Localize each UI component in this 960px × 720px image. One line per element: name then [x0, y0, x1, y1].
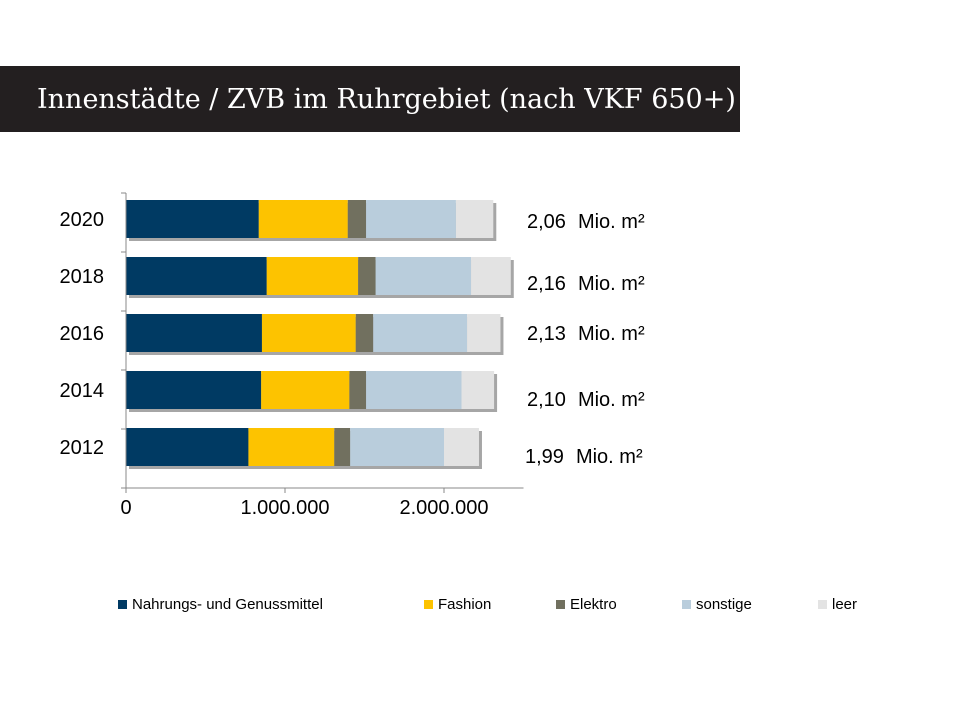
- chart-legend: Nahrungs- und Genussmittel Fashion Elektro…: [0, 596, 960, 616]
- legend-label: Elektro: [570, 596, 617, 613]
- total-area-annotation: 2,13 Mio. m²: [527, 323, 645, 345]
- annotation-value: 2,16: [527, 273, 566, 295]
- bar-segment-nahrungs--2018: [126, 257, 267, 295]
- bar-segment-elektro-2014: [349, 371, 367, 409]
- annotation-value: 2,10: [527, 389, 566, 411]
- bar-segment-elektro-2020: [347, 200, 367, 238]
- bar-segment-nahrungs--2012: [126, 428, 249, 466]
- bar-segment-fashion-2012: [248, 428, 335, 466]
- annotation-unit: Mio. m²: [578, 211, 645, 233]
- legend-item: sonstige: [682, 596, 752, 613]
- bar-segment-leer-2020: [455, 200, 494, 238]
- legend-item: leer: [818, 596, 857, 613]
- x-tick-label: 0: [120, 497, 131, 519]
- y-tick-label: 2020: [60, 209, 105, 231]
- y-tick-label: 2018: [60, 266, 105, 288]
- legend-swatch: [682, 600, 691, 609]
- bar-segment-nahrungs--2020: [126, 200, 259, 238]
- bar-segment-nahrungs--2014: [126, 371, 262, 409]
- legend-swatch: [118, 600, 127, 609]
- y-tick-label: 2012: [60, 437, 105, 459]
- legend-item: Nahrungs- und Genussmittel: [118, 596, 323, 613]
- annotation-unit: Mio. m²: [578, 389, 645, 411]
- bar-segment-nahrungs--2016: [126, 314, 262, 352]
- annotation-unit: Mio. m²: [578, 273, 645, 295]
- total-area-annotation: 2,16 Mio. m²: [527, 273, 645, 295]
- bar-segment-leer-2012: [444, 428, 479, 466]
- annotation-value: 1,99: [525, 446, 564, 468]
- legend-swatch: [818, 600, 827, 609]
- legend-label: Nahrungs- und Genussmittel: [132, 596, 323, 613]
- legend-label: leer: [832, 596, 858, 613]
- annotation-unit: Mio. m²: [578, 323, 645, 345]
- bar-segment-fashion-2018: [266, 257, 359, 295]
- bar-segment-sonstige-2016: [373, 314, 468, 352]
- annotation-value: 2,06: [527, 211, 566, 233]
- legend-swatch: [424, 600, 433, 609]
- legend-label: sonstige: [696, 596, 752, 613]
- bar-segment-sonstige-2012: [350, 428, 444, 466]
- bar-segment-fashion-2016: [261, 314, 356, 352]
- bar-segment-sonstige-2014: [366, 371, 462, 409]
- title-bar: Innenstädte / ZVB im Ruhrgebiet (nach VK…: [0, 66, 740, 132]
- bar-segment-fashion-2020: [258, 200, 348, 238]
- bar-segment-leer-2018: [471, 257, 511, 295]
- legend-swatch: [556, 600, 565, 609]
- annotation-value: 2,13: [527, 323, 566, 345]
- bar-segment-leer-2016: [467, 314, 501, 352]
- total-area-annotation: 2,06 Mio. m²: [527, 211, 645, 233]
- bar-segment-fashion-2014: [261, 371, 350, 409]
- legend-item: Elektro: [556, 596, 617, 613]
- bar-segment-elektro-2018: [358, 257, 376, 295]
- legend-label: Fashion: [438, 596, 492, 613]
- annotation-unit: Mio. m²: [576, 446, 643, 468]
- total-area-annotation: 1,99 Mio. m²: [525, 446, 643, 468]
- legend-item: Fashion: [424, 596, 491, 613]
- bar-segment-sonstige-2020: [366, 200, 456, 238]
- bar-segment-leer-2014: [461, 371, 495, 409]
- bar-segment-elektro-2016: [355, 314, 374, 352]
- bar-segment-elektro-2012: [334, 428, 351, 466]
- page-title: Innenstädte / ZVB im Ruhrgebiet (nach VK…: [37, 83, 736, 115]
- x-tick-label: 2.000.000: [400, 497, 489, 519]
- total-area-annotation: 2,10 Mio. m²: [527, 389, 645, 411]
- y-tick-label: 2016: [60, 323, 105, 345]
- y-tick-label: 2014: [60, 380, 105, 402]
- bar-segment-sonstige-2018: [375, 257, 472, 295]
- x-tick-label: 1.000.000: [241, 497, 330, 519]
